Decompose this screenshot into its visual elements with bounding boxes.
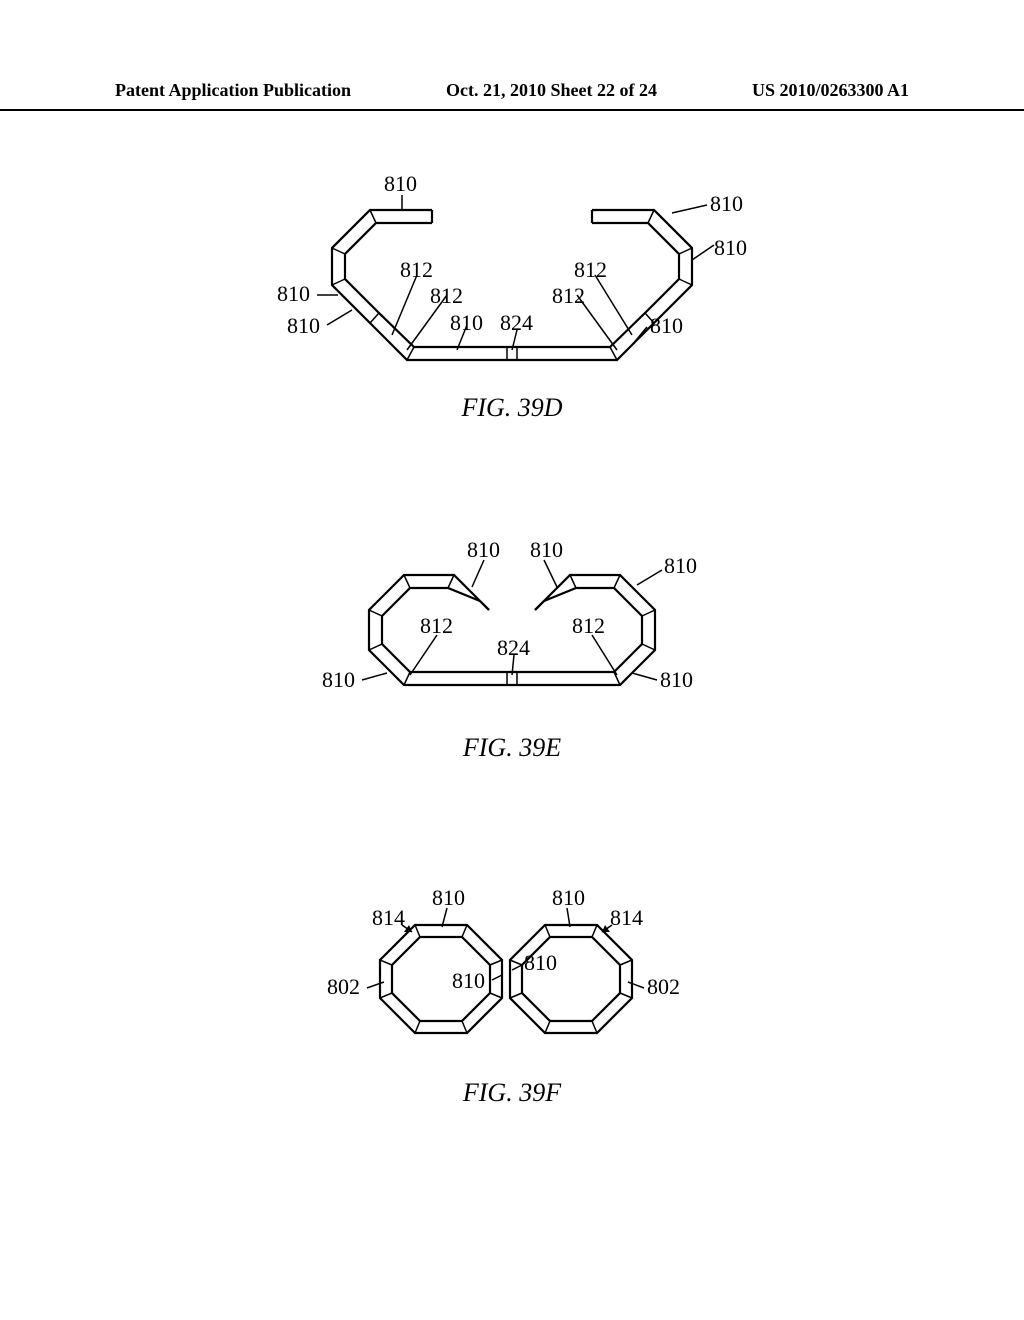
header-right: US 2010/0263300 A1	[752, 80, 909, 101]
label-810: 810	[450, 310, 483, 335]
label-824: 824	[497, 635, 530, 660]
label-812: 812	[420, 613, 453, 638]
fig39f-svg: 810 810 810 810 814 814 802 802	[292, 870, 732, 1070]
label-824: 824	[500, 310, 533, 335]
label-810: 810	[650, 313, 683, 338]
label-802: 802	[647, 974, 680, 999]
label-810: 810	[664, 553, 697, 578]
page-header: Patent Application Publication Oct. 21, …	[0, 80, 1024, 111]
label-810: 810	[524, 950, 557, 975]
label-810: 810	[467, 537, 500, 562]
caption-39f: FIG. 39F	[292, 1078, 732, 1108]
label-812: 812	[552, 283, 585, 308]
label-812: 812	[572, 613, 605, 638]
figure-39d: 810 810 810 810 810 810 810 812 812 812 …	[252, 155, 772, 425]
figure-39f: 810 810 810 810 814 814 802 802 FIG. 39F	[292, 870, 732, 1110]
header-center: Oct. 21, 2010 Sheet 22 of 24	[446, 80, 657, 101]
label-810: 810	[384, 171, 417, 196]
label-814: 814	[372, 905, 405, 930]
label-810: 810	[287, 313, 320, 338]
caption-39e: FIG. 39E	[292, 733, 732, 763]
label-814: 814	[610, 905, 643, 930]
label-812: 812	[430, 283, 463, 308]
fig39e-svg: 810 810 810 810 810 812 812 824	[292, 525, 732, 725]
label-810: 810	[432, 885, 465, 910]
label-802: 802	[327, 974, 360, 999]
label-810: 810	[530, 537, 563, 562]
label-812: 812	[574, 257, 607, 282]
label-810: 810	[660, 667, 693, 692]
label-810: 810	[710, 191, 743, 216]
label-810: 810	[322, 667, 355, 692]
label-810: 810	[714, 235, 747, 260]
figure-39e: 810 810 810 810 810 812 812 824 FIG. 39E	[292, 525, 732, 765]
label-810: 810	[277, 281, 310, 306]
label-812: 812	[400, 257, 433, 282]
fig39d-svg: 810 810 810 810 810 810 810 812 812 812 …	[252, 155, 772, 385]
caption-39d: FIG. 39D	[252, 393, 772, 423]
label-810: 810	[452, 968, 485, 993]
label-810: 810	[552, 885, 585, 910]
header-left: Patent Application Publication	[115, 80, 351, 101]
